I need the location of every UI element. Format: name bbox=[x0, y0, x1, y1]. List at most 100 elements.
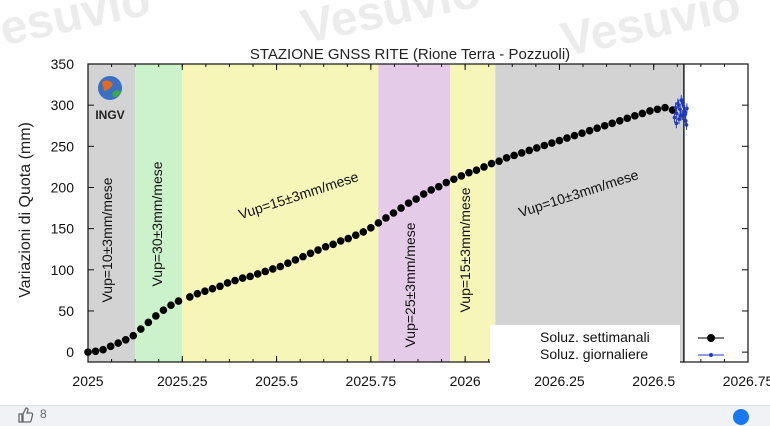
daily-point bbox=[676, 103, 681, 107]
period-band bbox=[450, 64, 496, 362]
weekly-point bbox=[638, 109, 647, 118]
x-tick-label: 2025.5 bbox=[255, 373, 298, 389]
weekly-point bbox=[404, 199, 413, 207]
weekly-point bbox=[144, 318, 153, 327]
weekly-point bbox=[152, 312, 160, 320]
legend-label-daily: Soluz. giornaliere bbox=[540, 346, 648, 362]
weekly-point bbox=[563, 134, 571, 142]
weekly-point bbox=[106, 342, 115, 351]
weekly-point bbox=[525, 146, 534, 155]
y-axis-label: Variazioni di Quota (mm) bbox=[17, 122, 34, 298]
post-footer-bar bbox=[0, 405, 770, 426]
weekly-point bbox=[472, 166, 481, 174]
weekly-point bbox=[186, 293, 194, 301]
chart-title: STAZIONE GNSS RITE (Rione Terra - Pozzuo… bbox=[250, 46, 570, 63]
x-tick-label: 2025.75 bbox=[346, 373, 397, 389]
weekly-point bbox=[193, 289, 202, 298]
weekly-point bbox=[223, 279, 232, 287]
weekly-point bbox=[261, 267, 270, 276]
period-band-label: Vup=30±3mm/mese bbox=[149, 161, 165, 286]
weekly-point bbox=[137, 325, 145, 333]
weekly-point bbox=[269, 265, 277, 273]
weekly-point bbox=[623, 114, 632, 123]
chart-legend: Soluz. settimanali Soluz. giornaliere bbox=[490, 325, 724, 369]
y-tick-label: 350 bbox=[51, 56, 75, 72]
post-data-area bbox=[683, 64, 748, 362]
weekly-point bbox=[114, 339, 122, 347]
period-band-label: Vup=15±3mm/mese bbox=[457, 187, 473, 312]
weekly-point bbox=[99, 345, 107, 354]
weekly-point bbox=[276, 262, 285, 271]
period-band bbox=[135, 64, 183, 362]
weekly-point bbox=[661, 103, 669, 112]
y-tick-label: 150 bbox=[51, 221, 75, 237]
weekly-point bbox=[495, 157, 503, 165]
daily-point bbox=[683, 112, 688, 117]
ingv-logo: INGV bbox=[95, 76, 125, 122]
daily-point bbox=[684, 123, 689, 127]
weekly-point bbox=[231, 276, 239, 285]
weekly-point bbox=[517, 149, 526, 157]
thumbs-up-icon[interactable] bbox=[16, 406, 34, 424]
daily-point bbox=[674, 121, 679, 126]
weekly-point bbox=[314, 246, 322, 254]
x-tick-label: 2026.5 bbox=[632, 373, 675, 389]
data-points bbox=[84, 95, 689, 356]
weekly-point bbox=[216, 282, 224, 291]
y-tick-label: 250 bbox=[51, 138, 75, 154]
weekly-point bbox=[129, 331, 138, 340]
weekly-point bbox=[570, 131, 579, 140]
weekly-point bbox=[91, 347, 100, 356]
weekly-point bbox=[397, 204, 405, 212]
daily-point bbox=[679, 98, 684, 103]
weekly-point bbox=[555, 136, 564, 145]
weekly-point bbox=[167, 301, 175, 309]
weekly-point bbox=[540, 141, 549, 150]
weekly-point bbox=[457, 172, 466, 180]
daily-point bbox=[681, 100, 685, 105]
x-tick-label: 2026.25 bbox=[534, 373, 585, 389]
weekly-point bbox=[359, 228, 368, 236]
weekly-point bbox=[344, 234, 353, 243]
weekly-point bbox=[208, 284, 217, 293]
info-icon[interactable] bbox=[733, 409, 749, 425]
legend-marker-daily bbox=[709, 353, 713, 357]
legend-box bbox=[490, 325, 680, 369]
weekly-point bbox=[121, 335, 130, 344]
weekly-point bbox=[374, 219, 383, 227]
weekly-point bbox=[653, 105, 662, 114]
period-band-label: Vup=10±3mm/mese bbox=[99, 177, 115, 302]
y-tick-label: 0 bbox=[66, 344, 74, 360]
weekly-point bbox=[329, 240, 337, 249]
y-tick-label: 300 bbox=[51, 97, 75, 113]
weekly-point bbox=[593, 124, 601, 133]
period-band-label: Vup=25±3mm/mese bbox=[402, 222, 418, 347]
y-tick-label: 100 bbox=[51, 262, 75, 278]
weekly-point bbox=[336, 237, 345, 245]
daily-point bbox=[672, 115, 677, 120]
weekly-point bbox=[412, 195, 420, 203]
weekly-point bbox=[174, 297, 183, 305]
weekly-point bbox=[159, 306, 168, 314]
weekly-point bbox=[450, 175, 458, 184]
x-tick-label: 2025 bbox=[72, 373, 103, 389]
period-band bbox=[88, 64, 136, 362]
ingv-logo-text: INGV bbox=[95, 108, 124, 122]
weekly-point bbox=[246, 272, 254, 281]
like-count: 8 bbox=[40, 407, 47, 421]
daily-point bbox=[685, 106, 689, 111]
weekly-point bbox=[419, 190, 428, 198]
weekly-point bbox=[238, 274, 247, 282]
daily-point bbox=[679, 114, 683, 118]
x-tick-label: 2026.75 bbox=[723, 373, 770, 389]
weekly-point bbox=[646, 107, 654, 115]
weekly-point bbox=[600, 121, 609, 130]
weekly-point bbox=[382, 214, 390, 222]
period-band bbox=[182, 64, 379, 362]
weekly-point bbox=[502, 154, 511, 162]
legend-label-weekly: Soluz. settimanali bbox=[540, 329, 650, 345]
weekly-point bbox=[480, 163, 488, 171]
daily-point bbox=[674, 111, 679, 116]
weekly-point bbox=[578, 129, 586, 137]
weekly-point bbox=[510, 151, 518, 160]
